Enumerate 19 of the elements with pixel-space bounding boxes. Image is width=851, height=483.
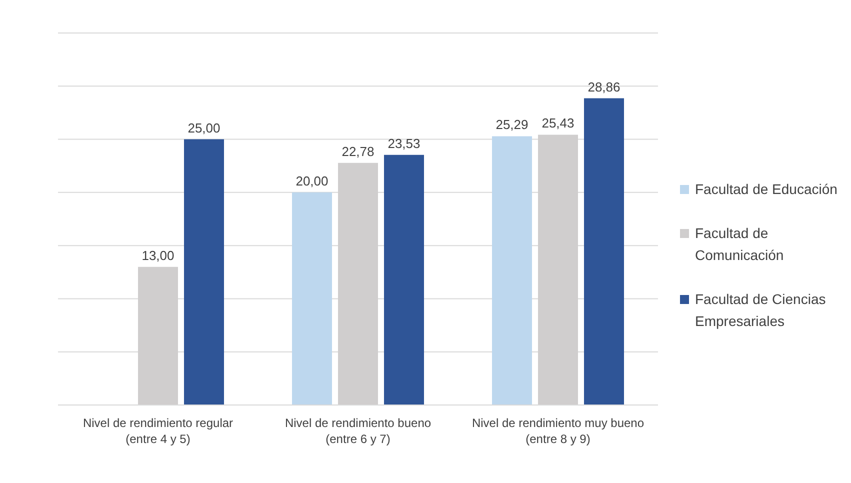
x-tick-label: Nivel de rendimiento regular (entre 4 y 5)	[82, 416, 234, 446]
data-label: 25,43	[542, 116, 574, 131]
bar	[584, 98, 624, 405]
legend-label: Facultad de Ciencias Empresariales	[695, 290, 827, 331]
bar	[292, 192, 332, 405]
bar	[384, 154, 424, 405]
x-tick-label: Nivel de rendimiento bueno (entre 6 y 7)	[284, 416, 432, 446]
bar	[492, 136, 532, 405]
data-label: 25,00	[188, 120, 220, 136]
data-label: 28,86	[588, 79, 620, 94]
data-label: 13,00	[142, 248, 174, 263]
data-label: 22,78	[342, 144, 374, 159]
data-label: 20,00	[296, 173, 328, 188]
x-tick-label: Nivel de rendimiento muy bueno (entre 8 y 9)	[472, 416, 644, 446]
data-label: 23,53	[388, 136, 420, 151]
legend-label: Facultad de Comunicación	[695, 224, 785, 265]
bar	[184, 139, 224, 405]
data-label: 25,29	[496, 117, 528, 132]
legend-label: Facultad de Educación	[695, 180, 838, 199]
